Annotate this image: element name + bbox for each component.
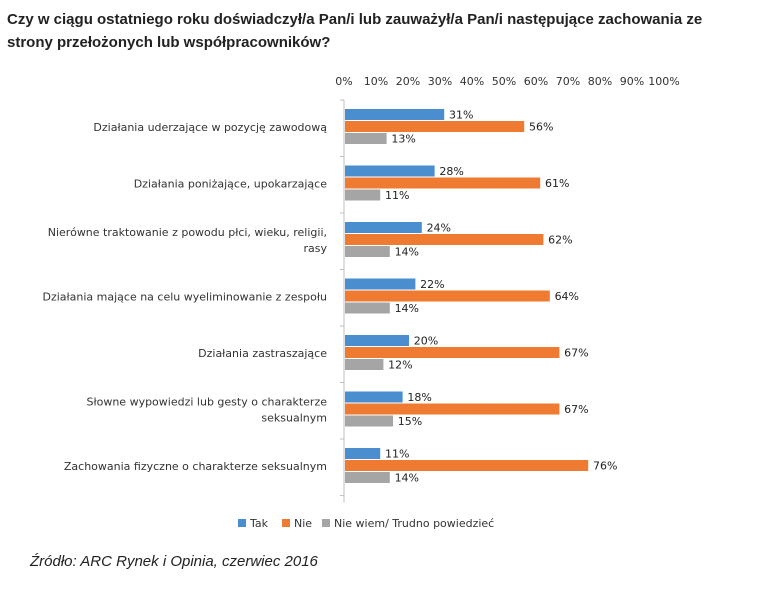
data-label: 14% (395, 302, 419, 315)
bar-nie (345, 347, 560, 358)
category-label: Słowne wypowiedzi lub gesty o charakterz… (87, 396, 328, 409)
data-label: 56% (529, 121, 553, 134)
bar-nie-wiem-trudno-powiedzie (345, 246, 390, 257)
x-tick-label: 50% (492, 75, 516, 88)
category-label: Działania poniżające, upokarzające (134, 178, 328, 191)
x-tick-label: 70% (556, 75, 580, 88)
x-tick-label: 100% (648, 75, 679, 88)
x-tick-label: 30% (428, 75, 452, 88)
legend-swatch (282, 519, 290, 527)
bar-nie-wiem-trudno-powiedzie (345, 302, 390, 314)
category-label: Działania mające na celu wyeliminowanie … (42, 291, 327, 304)
data-label: 11% (385, 448, 409, 461)
legend-label: Nie (294, 517, 312, 530)
bar-tak (345, 278, 416, 290)
category-labels: Działania uderzające w pozycję zawodową D… (42, 121, 327, 473)
category-label: Działania zastraszające (198, 347, 327, 360)
data-label: 13% (391, 133, 415, 146)
category-label: Zachowania fizyczne o charakterze seksua… (64, 460, 327, 473)
data-label: 67% (564, 347, 588, 360)
bars (345, 109, 589, 483)
category-label: rasy (303, 242, 327, 255)
data-label: 14% (395, 246, 419, 259)
bar-tak (345, 109, 445, 120)
x-axis-ticks: 0% 10% 20% 30% 40% 50% 60% 70% 80% 90% 100% (335, 75, 679, 88)
category-label: Działania uderzające w pozycję zawodową (93, 121, 327, 134)
x-tick-label: 90% (620, 75, 644, 88)
data-label: 22% (420, 278, 444, 291)
x-tick-label: 80% (588, 75, 612, 88)
data-label: 12% (388, 359, 412, 372)
legend-swatch (238, 519, 246, 527)
x-tick-label: 10% (364, 75, 388, 88)
chart-title: Czy w ciągu ostatniego roku doświadczył/… (7, 11, 703, 51)
bar-tak (345, 448, 381, 459)
data-label: 62% (548, 234, 572, 247)
bar-tak (345, 391, 403, 403)
data-labels: 31%56%13%28%61%11%24%62%14%22%64%14%20%6… (385, 109, 617, 485)
bar-nie-wiem-trudno-powiedzie (345, 133, 387, 144)
data-label: 76% (593, 460, 617, 473)
bar-tak (345, 165, 435, 177)
bar-nie (345, 121, 525, 132)
x-tick-label: 40% (460, 75, 484, 88)
data-label: 24% (427, 222, 451, 235)
bar-tak (345, 222, 422, 233)
bar-nie (345, 460, 589, 471)
legend-label: Nie wiem/ Trudno powiedzieć (334, 517, 494, 530)
x-tick-label: 20% (396, 75, 420, 88)
category-axis (340, 99, 345, 503)
data-label: 31% (449, 109, 473, 122)
legend-label: Tak (249, 517, 269, 530)
category-label: Nierówne traktowanie z powodu płci, wiek… (48, 226, 327, 239)
legend-swatch (322, 519, 330, 527)
bar-nie (345, 403, 560, 415)
data-label: 20% (414, 335, 438, 348)
data-label: 64% (555, 290, 579, 303)
data-label: 15% (398, 415, 422, 428)
data-label: 14% (395, 472, 419, 485)
category-label: seksualnym (261, 412, 327, 425)
bar-nie (345, 234, 544, 245)
data-label: 18% (407, 391, 431, 404)
bar-nie (345, 290, 550, 302)
bar-nie (345, 177, 541, 189)
x-tick-label: 0% (335, 75, 352, 88)
source-note: Źródło: ARC Rynek i Opinia, czerwiec 201… (30, 553, 318, 570)
x-tick-label: 60% (524, 75, 548, 88)
bar-nie-wiem-trudno-powiedzie (345, 415, 393, 427)
data-label: 28% (439, 165, 463, 178)
data-label: 11% (385, 189, 409, 202)
bar-nie-wiem-trudno-powiedzie (345, 359, 384, 370)
bar-nie-wiem-trudno-powiedzie (345, 472, 390, 483)
data-label: 61% (545, 177, 569, 190)
data-label: 67% (564, 403, 588, 416)
legend: Tak Nie Nie wiem/ Trudno powiedzieć (238, 517, 494, 530)
bar-tak (345, 335, 409, 346)
bar-nie-wiem-trudno-powiedzie (345, 189, 381, 201)
